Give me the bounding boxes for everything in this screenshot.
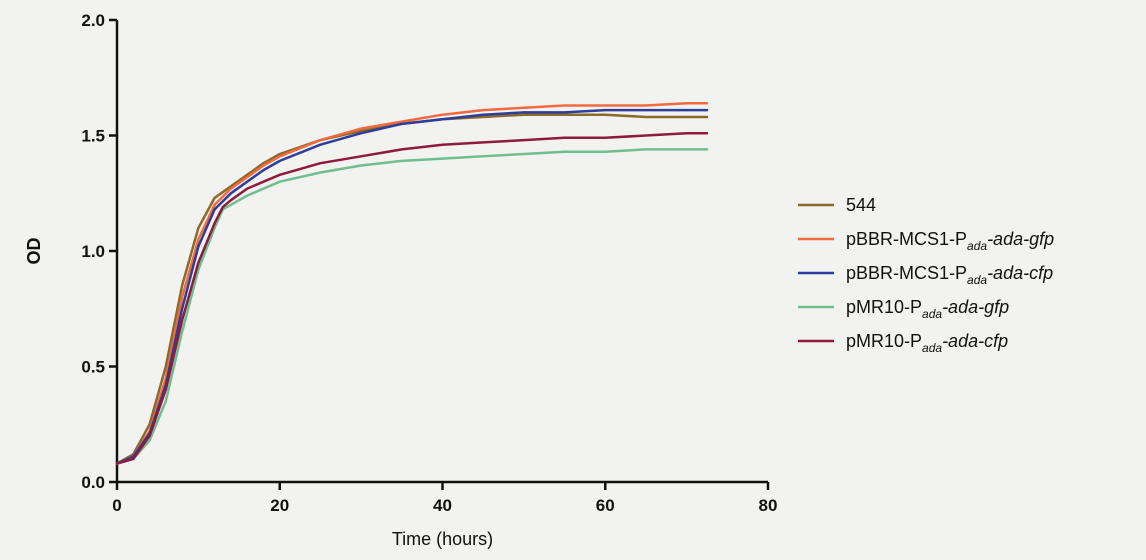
x-tick-label: 20 [270,496,289,515]
series-line-2 [115,101,709,465]
legend-label-3: pBBR-MCS1-Pada-ada-cfp [846,263,1053,287]
y-tick-label: 1.5 [81,127,105,146]
series-lines [115,101,709,465]
y-tick-label: 0.5 [81,358,105,377]
legend: 544 pBBR-MCS1-Pada-ada-gfp pBBR-MCS1-Pada-… [798,195,1054,355]
y-tick-label: 1.0 [81,242,105,261]
series-line-1 [115,113,709,465]
axes: 0 20 40 60 80 0.0 0.5 1.0 1.5 2.0 [81,11,777,515]
series-line-4 [115,148,709,465]
x-axis-title: Time (hours) [392,529,493,549]
series-line-5 [115,131,709,465]
y-tick-label: 2.0 [81,11,105,30]
series-line-3 [115,108,709,465]
legend-label-4: pMR10-Pada-ada-gfp [846,297,1009,321]
legend-label-5: pMR10-Pada-ada-cfp [846,331,1008,355]
legend-label-2: pBBR-MCS1-Pada-ada-gfp [846,229,1054,253]
x-tick-label: 60 [596,496,615,515]
y-axis-title: OD [24,237,44,264]
y-tick-label: 0.0 [81,473,105,492]
legend-label-1: 544 [846,195,876,215]
x-tick-label: 40 [433,496,452,515]
x-tick-label: 80 [759,496,778,515]
x-tick-label: 0 [112,496,121,515]
